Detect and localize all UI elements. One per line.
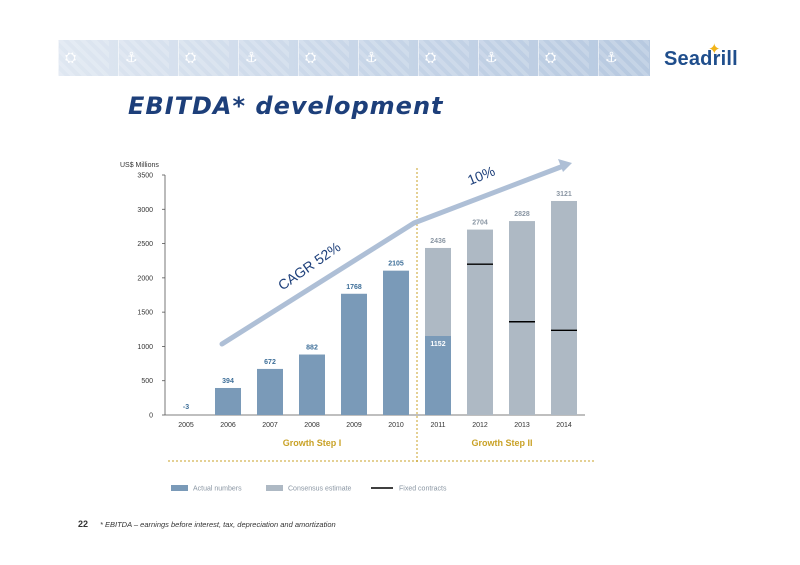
x-tick-label: 2014: [556, 422, 572, 429]
x-tick-label: 2010: [388, 422, 404, 429]
y-tick-label: 500: [141, 378, 153, 385]
seadrill-logo: Seadrill: [664, 48, 738, 70]
legend-label-actual: Actual numbers: [193, 486, 242, 493]
x-tick-label: 2012: [472, 422, 488, 429]
y-tick-label: 3500: [137, 173, 153, 180]
legend-swatch-consensus: [266, 485, 283, 491]
bar-consensus-estimate: [509, 221, 535, 415]
y-tick-label: 1500: [137, 310, 153, 317]
rig-icon: ⚓: [125, 49, 138, 65]
y-tick-label: 3000: [137, 207, 153, 214]
x-tick-label: 2008: [304, 422, 320, 429]
data-label: 1768: [346, 284, 362, 291]
x-tick-label: 2005: [178, 422, 194, 429]
legend-label-fixed: Fixed contracts: [399, 486, 447, 493]
x-tick-label: 2013: [514, 422, 530, 429]
legend-label-consensus: Consensus estimate: [288, 486, 352, 493]
rig-icon: ⛭: [65, 49, 77, 65]
logo-star-icon: ✦: [708, 41, 721, 58]
data-label: 3121: [556, 191, 572, 198]
banner-tile: ⛭: [298, 40, 349, 76]
rig-icon: ⚓: [245, 49, 258, 65]
growth-step-1-label: Growth Step I: [283, 438, 342, 448]
banner-tile: ⚓: [358, 40, 409, 76]
footnote: * EBITDA – earnings before interest, tax…: [100, 520, 336, 529]
bar-consensus-estimate: [551, 200, 577, 415]
banner-tile: ⚓: [118, 40, 169, 76]
page-title: EBITDA* development: [128, 92, 444, 120]
data-label: 882: [306, 345, 318, 352]
y-tick-label: 0: [149, 413, 153, 420]
growth-rate-label: 10%: [465, 163, 497, 188]
bar-consensus-estimate: [467, 229, 493, 415]
rig-icon: ⛭: [425, 49, 437, 65]
data-label: 2828: [514, 211, 530, 218]
slide-number: 22: [78, 519, 89, 529]
bar-actual: [425, 336, 451, 415]
growth-trend-line: [413, 162, 567, 226]
y-tick-label: 2000: [137, 275, 153, 282]
y-tick-label: 2500: [137, 241, 153, 248]
banner-tile: ⚓: [598, 40, 649, 76]
rig-icon: ⚓: [605, 49, 618, 65]
bar-actual: [341, 293, 367, 415]
banner-tile: ⛭: [418, 40, 469, 76]
unit-label: US$ Millions: [120, 162, 159, 169]
cagr-trend-line: [219, 220, 417, 347]
x-tick-label: 2011: [430, 422, 445, 429]
x-tick-label: 2007: [262, 422, 278, 429]
rig-icon: ⛭: [545, 49, 557, 65]
data-label: 2105: [388, 261, 404, 268]
x-tick-label: 2009: [346, 422, 362, 429]
rig-icon: ⛭: [305, 49, 317, 65]
banner-tile: ⚓: [238, 40, 289, 76]
rig-icon: ⚓: [365, 49, 378, 65]
bar-actual: [383, 270, 409, 415]
data-label: -3: [183, 404, 189, 411]
rig-icon: ⛭: [185, 49, 197, 65]
data-label: 2704: [472, 220, 488, 227]
cagr-label: CAGR 52%: [275, 239, 343, 294]
rig-icon: ⚓: [485, 49, 498, 65]
bar-actual: [299, 354, 325, 415]
data-label: 672: [264, 359, 276, 366]
x-tick-label: 2006: [220, 422, 236, 429]
banner-tile: ⛭: [178, 40, 229, 76]
header-banner: ⛭ ⚓ ⛭ ⚓ ⛭ ⚓ ⛭ ⚓ ⛭ ⚓: [58, 40, 650, 76]
banner-tile: ⛭: [538, 40, 589, 76]
data-label: 1152: [430, 341, 445, 348]
legend-swatch-actual: [171, 485, 188, 491]
growth-step-2-label: Growth Step II: [471, 438, 532, 448]
data-label: 2436: [430, 238, 446, 245]
data-label: 394: [222, 378, 234, 385]
bar-actual: [215, 387, 241, 415]
banner-tile: ⚓: [478, 40, 529, 76]
bar-actual: [257, 368, 283, 415]
y-tick-label: 1000: [137, 344, 153, 351]
trend-arrowhead: [558, 159, 572, 172]
banner-tile: ⛭: [58, 40, 109, 76]
